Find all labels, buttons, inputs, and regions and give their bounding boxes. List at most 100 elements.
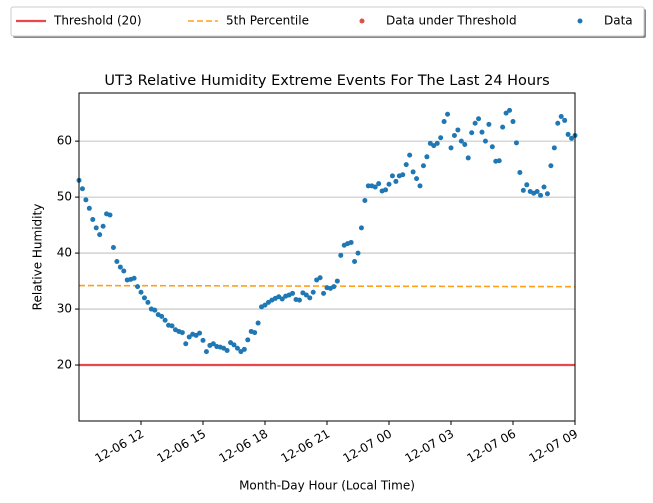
y-tick-label: 20	[57, 358, 72, 372]
data-point	[462, 141, 468, 147]
legend-swatch	[359, 18, 365, 24]
data-point	[517, 169, 523, 175]
legend-label: 5th Percentile	[226, 14, 309, 28]
data-point	[541, 184, 547, 190]
data-point	[334, 278, 340, 284]
data-point	[290, 290, 296, 296]
y-tick-label: 30	[57, 302, 72, 316]
x-tick-label: 12-06 15	[155, 427, 209, 466]
legend-label: Data	[604, 14, 633, 28]
data-point	[203, 349, 209, 355]
data-point	[245, 337, 251, 343]
data-point	[210, 341, 216, 347]
data-point	[252, 330, 258, 336]
data-point	[93, 225, 99, 231]
data-point	[352, 258, 358, 264]
legend-label: Data under Threshold	[386, 14, 517, 28]
data-point	[555, 120, 561, 126]
y-axis-label: Relative Humidity	[31, 204, 45, 311]
data-point	[448, 145, 454, 151]
data-point	[90, 216, 96, 222]
data-point	[441, 119, 447, 125]
data-point	[241, 346, 247, 352]
data-point	[524, 182, 530, 188]
data-point	[303, 292, 309, 298]
plot-area: 20 30 40 50 60 12-06 12 12-06 15 12-06 18 12-06 …	[57, 92, 581, 466]
x-tick-label: 12-07 06	[465, 427, 519, 466]
data-point	[321, 290, 327, 296]
data-point	[389, 173, 395, 179]
data-point	[489, 144, 495, 150]
data-point	[262, 302, 268, 308]
y-tick-label: 40	[57, 246, 72, 260]
plot-frame	[78, 92, 576, 422]
data-point	[376, 181, 382, 187]
data-point	[538, 192, 544, 198]
data-point	[338, 252, 344, 258]
data-point	[83, 197, 89, 203]
data-point	[107, 212, 113, 218]
x-tick-label: 12-07 09	[527, 427, 581, 466]
data-point	[145, 299, 151, 305]
data-point	[141, 295, 147, 301]
data-point	[110, 244, 116, 250]
data-point	[358, 225, 364, 231]
data-point	[255, 320, 261, 326]
data-point	[438, 135, 444, 141]
data-point	[310, 289, 316, 295]
data-point	[121, 268, 127, 274]
data-point	[562, 117, 568, 123]
data-point	[565, 131, 571, 137]
data-point	[445, 111, 451, 117]
data-point	[486, 121, 492, 127]
data-point	[465, 155, 471, 161]
data-point	[407, 152, 413, 158]
data-point	[410, 169, 416, 175]
data-point	[372, 184, 378, 190]
data-point	[534, 189, 540, 195]
chart-title: UT3 Relative Humidity Extreme Events For…	[104, 73, 549, 89]
x-tick-label: 12-07 00	[341, 427, 395, 466]
data-point	[296, 297, 302, 303]
data-point	[544, 191, 550, 197]
y-tick-label: 60	[57, 134, 72, 148]
y-tick-label: 50	[57, 190, 72, 204]
data-point	[496, 158, 502, 164]
data-point	[97, 232, 103, 238]
data-point	[558, 114, 564, 120]
legend-swatch	[577, 18, 583, 24]
data-point	[548, 163, 554, 169]
data-point	[451, 133, 457, 139]
data-point	[362, 197, 368, 203]
data-point	[482, 138, 488, 144]
data-point	[200, 337, 206, 343]
data-point	[152, 307, 158, 313]
data-point	[417, 183, 423, 189]
data-point	[513, 140, 519, 146]
data-point	[100, 223, 106, 229]
data-point	[231, 342, 237, 348]
data-point	[476, 116, 482, 122]
data-point	[348, 239, 354, 245]
x-tick-label: 12-06 12	[93, 427, 147, 466]
data-point	[179, 330, 185, 336]
data-point	[159, 313, 165, 319]
data-point	[503, 110, 509, 116]
data-point	[86, 205, 92, 211]
data-point	[455, 127, 461, 133]
data-point	[117, 264, 123, 270]
data-point	[424, 154, 430, 160]
x-tick-label: 12-06 18	[217, 427, 271, 466]
data-point	[386, 181, 392, 187]
data-point	[279, 296, 285, 302]
data-point	[400, 172, 406, 178]
data-point	[186, 334, 192, 340]
data-point	[138, 289, 144, 295]
data-point	[569, 135, 575, 141]
data-point	[469, 130, 475, 136]
x-tick-label: 12-07 03	[403, 427, 457, 466]
data-point	[420, 163, 426, 169]
data-point	[331, 284, 337, 290]
data-point	[383, 187, 389, 193]
